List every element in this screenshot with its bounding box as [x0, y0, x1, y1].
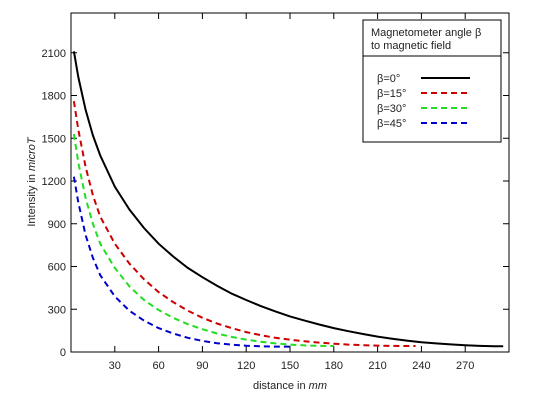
legend-label-1: β=15°	[377, 88, 406, 100]
y-tick-label: 1800	[42, 91, 66, 103]
x-tick-label: 240	[412, 360, 430, 372]
legend-label-3: β=45°	[377, 118, 406, 130]
x-tick-label: 60	[152, 360, 164, 372]
x-tick-label: 150	[281, 360, 299, 372]
legend-box	[362, 19, 502, 143]
legend-label-0: β=0°	[377, 73, 400, 85]
y-tick-label: 1500	[42, 133, 66, 145]
y-tick-label: 600	[48, 262, 66, 274]
y-tick-label: 300	[48, 304, 66, 316]
series-line-1	[72, 101, 416, 347]
x-tick-label: 210	[368, 360, 386, 372]
y-axis: 0 300 600 900 1200 1500 1800 2100	[42, 48, 509, 359]
x-axis-label-unit: mm	[309, 380, 327, 392]
legend-title-line2: to magnetic field	[371, 40, 451, 52]
x-tick-label: 120	[237, 360, 255, 372]
series-line-0	[72, 51, 504, 348]
legend-label-2: β=30°	[377, 103, 406, 115]
y-tick-label: 2100	[42, 48, 66, 60]
x-tick-label: 90	[196, 360, 208, 372]
x-tick-label: 180	[325, 360, 343, 372]
legend: Magnetometer angle β to magnetic field β…	[362, 19, 502, 143]
legend-entries: β=0° β=15° β=30° β=45°	[377, 73, 470, 130]
x-tick-label: 30	[109, 360, 121, 372]
legend-title-line1: Magnetometer angle β	[371, 27, 481, 39]
x-axis-label-text: distance in	[253, 380, 306, 392]
x-axis-label: distance in mm	[253, 380, 327, 392]
y-tick-label: 0	[60, 347, 66, 359]
x-axis: 30 60 90 120 150 180 210 240 270	[109, 13, 474, 372]
series-line-3	[72, 176, 290, 348]
y-axis-label-text: Intensity in	[26, 174, 38, 227]
y-tick-label: 900	[48, 219, 66, 231]
series-line-2	[72, 133, 334, 347]
y-axis-label-unit: microT	[26, 136, 38, 171]
series-lines	[72, 51, 504, 348]
y-tick-label: 1200	[42, 176, 66, 188]
x-tick-label: 270	[456, 360, 474, 372]
y-axis-label: Intensity in microT	[26, 136, 38, 227]
